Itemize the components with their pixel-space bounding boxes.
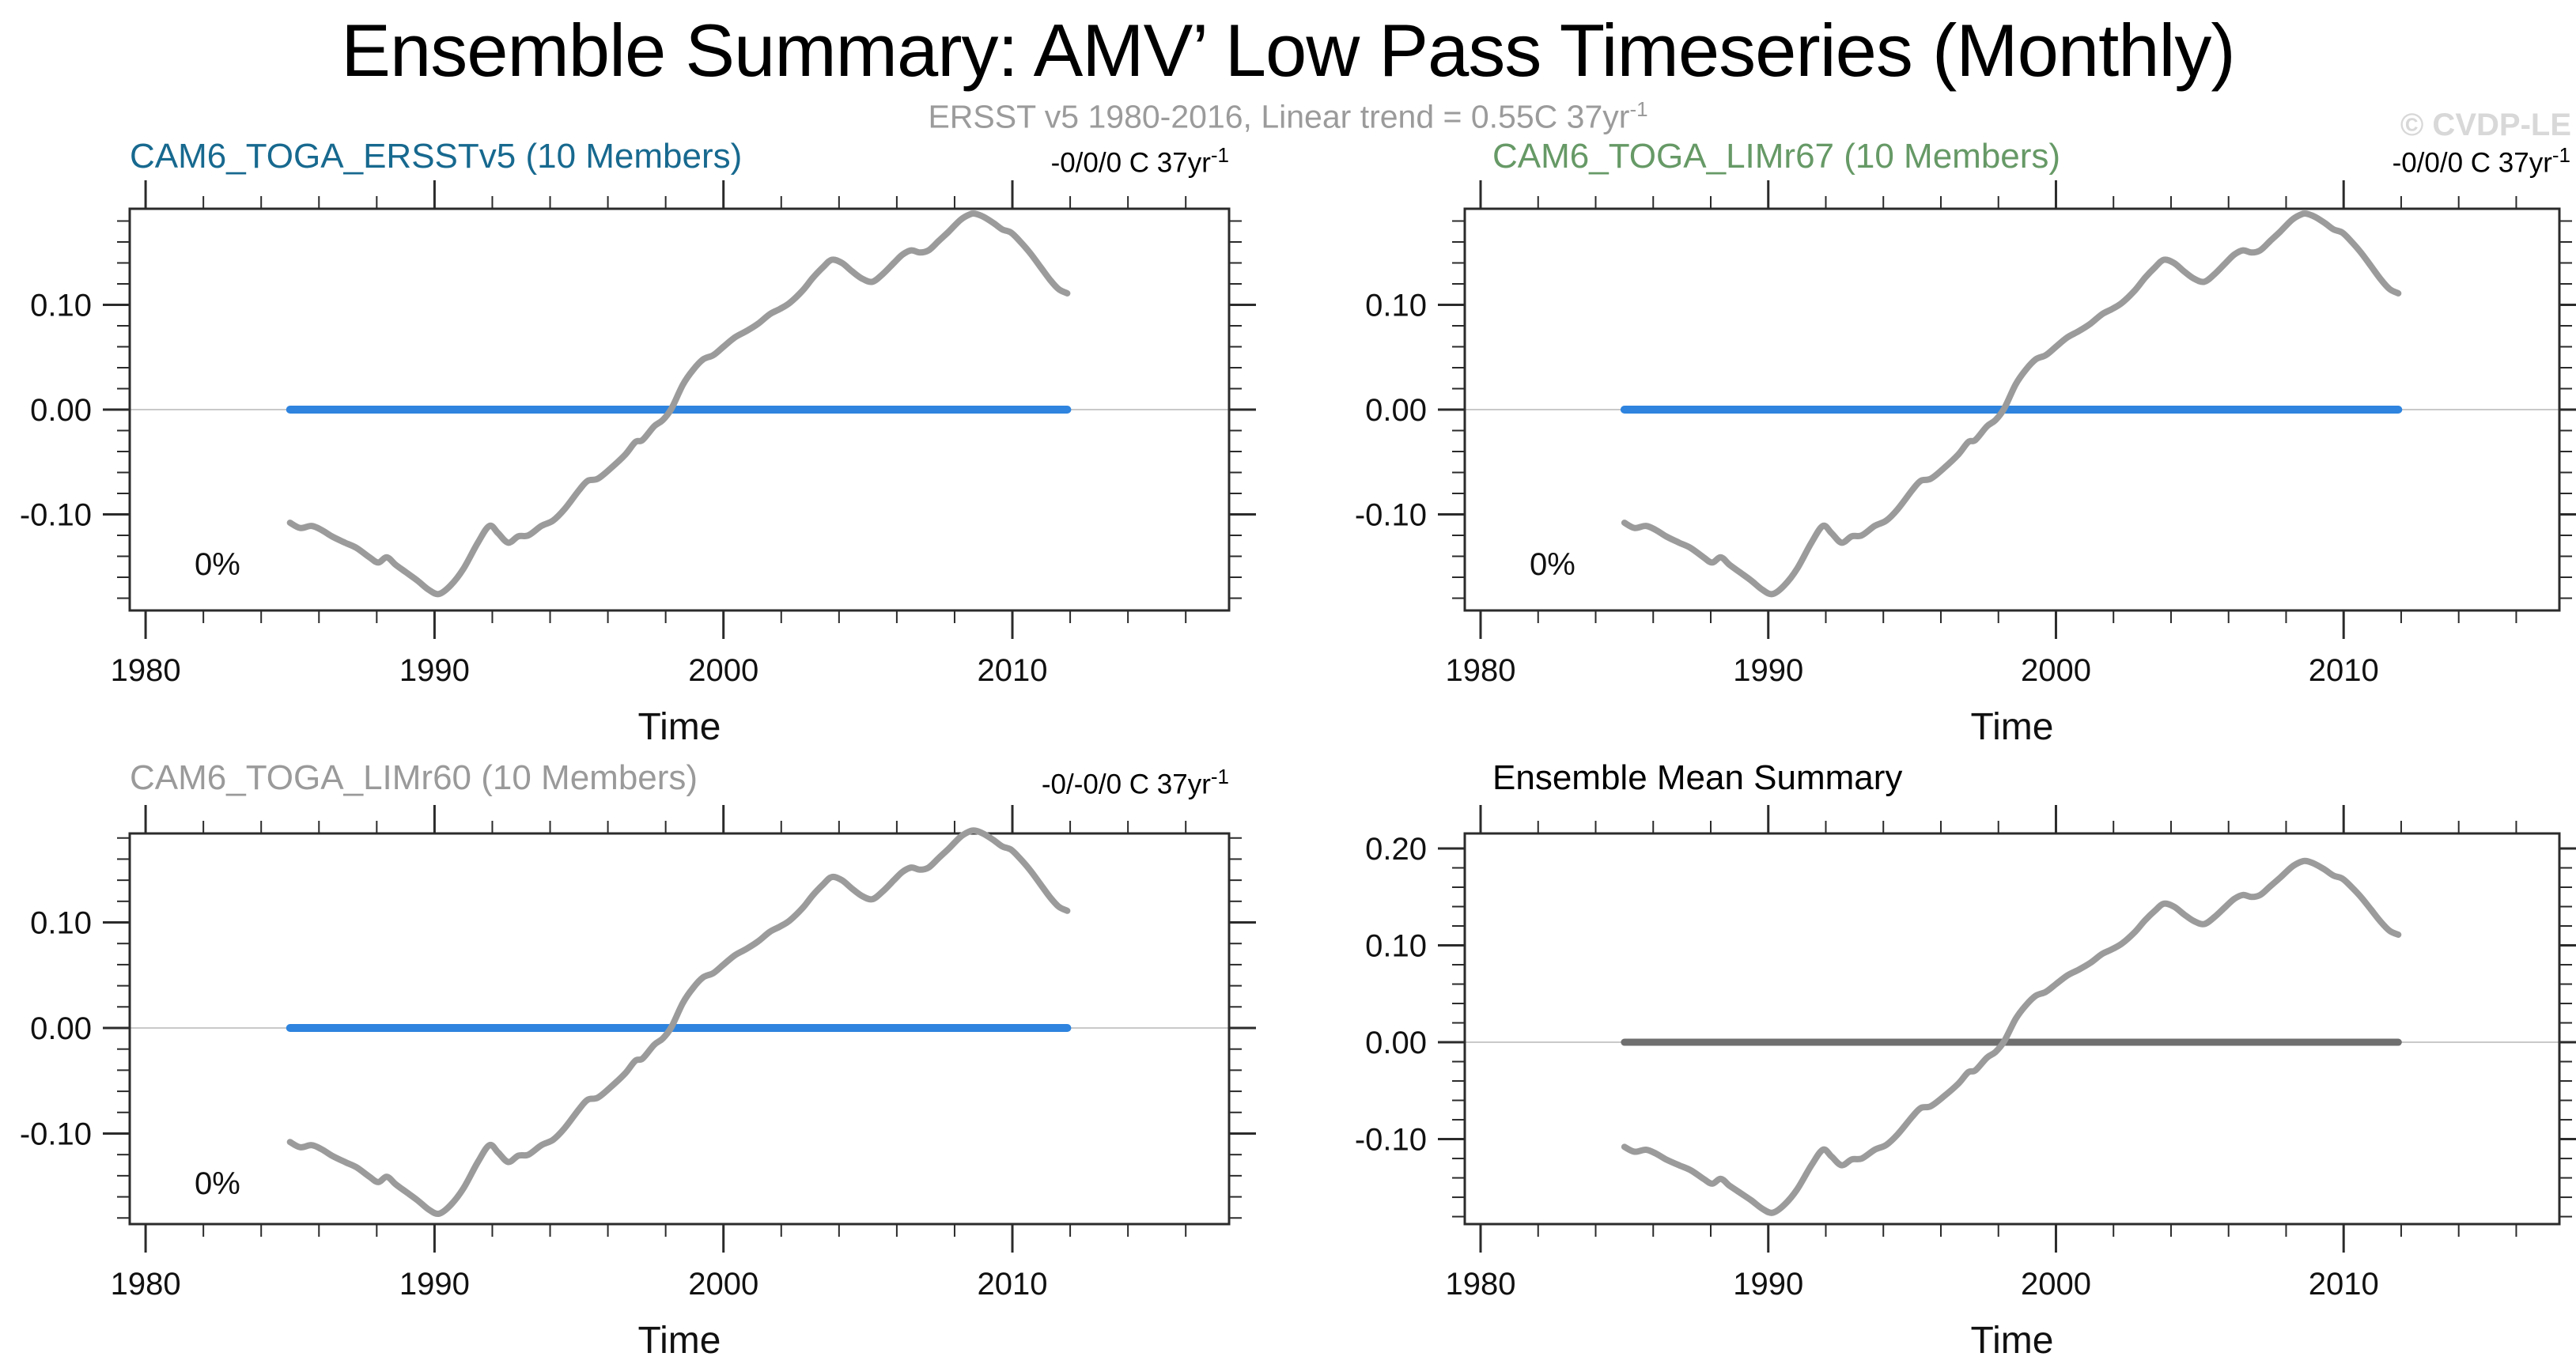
- panel-2-plot: 1980 1990 2000 2010 -0.10 0.00 0.10 0% Time: [1355, 180, 2576, 748]
- panel-1-trend-label: -0/0/0 C 37yr-1: [1051, 144, 1229, 179]
- x-tick-label: 1990: [399, 1267, 470, 1302]
- panel-3-trend-text: -0/-0/0 C 37yr: [1041, 769, 1211, 800]
- panel-4-title: Ensemble Mean Summary: [1492, 758, 1903, 797]
- panel-3-trend-superscript: -1: [1210, 765, 1229, 788]
- panel-4-plot: 1980 1990 2000 2010 -0.10 0.00 0.10 0.20 Time: [1355, 805, 2576, 1362]
- x-tick-label: 2000: [688, 1267, 758, 1302]
- x-tick-label: 1990: [1733, 653, 1803, 688]
- x-tick-label: 1980: [1446, 1267, 1516, 1302]
- y-tick-label: -0.10: [1355, 497, 1427, 532]
- percent-annotation: 0%: [195, 1166, 240, 1201]
- amv-lowpass-curve: [1621, 857, 2402, 1216]
- x-axis-title: Time: [638, 706, 721, 748]
- amv-lowpass-curve: [286, 210, 1071, 598]
- figure-subtitle: ERSST v5 1980-2016, Linear trend = 0.55C…: [0, 98, 2576, 135]
- panel-2-trend-superscript: -1: [2551, 143, 2570, 167]
- y-tick-label: 0.00: [30, 1011, 92, 1046]
- plot-frame: [1463, 832, 2561, 1226]
- x-tick-label: 2010: [2309, 653, 2379, 688]
- panel-1-title: CAM6_TOGA_ERSSTv5 (10 Members): [130, 137, 743, 176]
- cvdp-watermark: © CVDP-LE: [2400, 108, 2571, 142]
- x-axis-title: Time: [1971, 706, 2054, 748]
- y-tick-label: 0.00: [1365, 1026, 1427, 1060]
- panel-1-plot: 1980 1990 2000 2010 -0.10 0.00 0.10 0% Time: [20, 180, 1256, 748]
- y-tick-label: 0.20: [1365, 832, 1427, 867]
- figure-subtitle-superscript: -1: [1629, 97, 1648, 121]
- y-tick-label: 0.10: [1365, 289, 1427, 323]
- panel-3-trend-label: -0/-0/0 C 37yr-1: [1042, 765, 1229, 800]
- x-tick-label: 2000: [688, 653, 758, 688]
- x-axis-title: Time: [638, 1320, 721, 1362]
- y-tick-label: 0.10: [30, 906, 92, 941]
- figure-subtitle-text: ERSST v5 1980-2016, Linear trend = 0.55C…: [928, 98, 1630, 135]
- y-tick-label: -0.10: [20, 497, 92, 532]
- panel-3-plot: 1980 1990 2000 2010 -0.10 0.00 0.10 0% Time: [20, 805, 1256, 1362]
- y-tick-label: 0.00: [30, 393, 92, 428]
- y-tick-label: 0.10: [1365, 929, 1427, 964]
- y-tick-label: 0.00: [1365, 393, 1427, 428]
- figure-title: Ensemble Summary: AMV’ Low Pass Timeseri…: [341, 9, 2235, 92]
- percent-annotation: 0%: [1530, 547, 1575, 582]
- x-tick-label: 2010: [978, 653, 1048, 688]
- x-tick-label: 2000: [2021, 1267, 2091, 1302]
- x-tick-label: 2000: [2021, 653, 2091, 688]
- x-tick-label: 1980: [111, 1267, 181, 1302]
- percent-annotation: 0%: [195, 547, 240, 582]
- amv-lowpass-curve: [286, 827, 1071, 1218]
- x-tick-label: 1990: [1733, 1267, 1803, 1302]
- amv-lowpass-curve: [1621, 210, 2402, 598]
- panel-1-trend-superscript: -1: [1210, 143, 1229, 167]
- panel-2-trend-label: -0/0/0 C 37yr-1: [2393, 144, 2570, 179]
- panel-2-trend-text: -0/0/0 C 37yr: [2392, 147, 2552, 179]
- y-tick-label: -0.10: [20, 1117, 92, 1151]
- panel-2-title: CAM6_TOGA_LIMr67 (10 Members): [1492, 137, 2061, 176]
- panel-1-trend-text: -0/0/0 C 37yr: [1050, 147, 1211, 179]
- x-axis-title: Time: [1971, 1320, 2054, 1362]
- x-tick-label: 1980: [1446, 653, 1516, 688]
- x-tick-label: 2010: [978, 1267, 1048, 1302]
- x-tick-label: 1980: [111, 653, 181, 688]
- y-tick-label: -0.10: [1355, 1123, 1427, 1158]
- panel-3-title: CAM6_TOGA_LIMr60 (10 Members): [130, 758, 698, 797]
- x-tick-label: 2010: [2309, 1267, 2379, 1302]
- x-tick-label: 1990: [399, 653, 470, 688]
- y-tick-label: 0.10: [30, 289, 92, 323]
